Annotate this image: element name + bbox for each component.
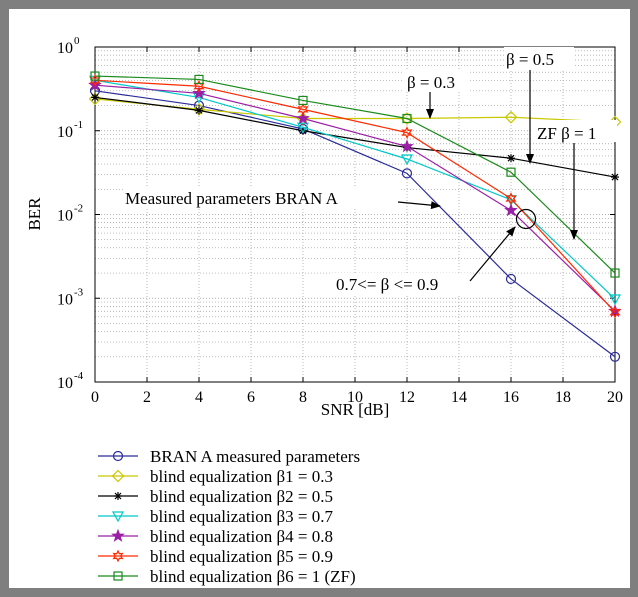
y-tick-label: 10 — [57, 40, 73, 57]
data-point-marker — [298, 95, 308, 106]
legend-item: blind equalization β6 = 1 (ZF) — [98, 567, 356, 586]
legend-label: blind equalization β6 = 1 (ZF) — [150, 567, 356, 586]
legend-label: blind equalization β1 = 0.3 — [150, 467, 333, 486]
x-tick-label: 10 — [347, 389, 363, 406]
legend-swatch-marker — [112, 450, 124, 462]
data-point-marker — [90, 71, 100, 81]
series — [88, 71, 622, 362]
series-line — [94, 90, 616, 358]
legend-label: blind equalization β4 = 0.8 — [150, 527, 333, 546]
legend-item: blind equalization β2 = 0.5 — [98, 487, 333, 506]
x-tick-label: 6 — [247, 389, 255, 406]
legend-swatch-marker — [111, 511, 125, 523]
legend-label: blind equalization β3 = 0.7 — [150, 507, 334, 526]
y-axis-label: BER — [25, 197, 44, 231]
data-point-marker — [296, 122, 310, 134]
legend-item: blind equalization β1 = 0.3 — [98, 467, 333, 486]
series-7 — [90, 71, 620, 278]
x-tick-label: 2 — [143, 389, 151, 406]
data-point-marker — [505, 192, 517, 205]
legend-item: blind equalization β4 = 0.8 — [98, 527, 333, 546]
data-point-marker — [608, 294, 622, 306]
annotation-background — [504, 47, 574, 69]
data-point-marker — [402, 113, 412, 124]
data-point-marker — [609, 351, 621, 362]
annotation-text: 0.7<= β <= 0.9 — [336, 275, 438, 294]
data-point-marker — [400, 139, 414, 153]
data-point-marker — [192, 86, 206, 100]
grid — [95, 47, 615, 382]
annotation-text: β = 0.3 — [407, 73, 455, 92]
legend-label: blind equalization β2 = 0.5 — [150, 487, 333, 506]
data-point-marker — [297, 102, 309, 116]
series-line — [94, 79, 616, 313]
x-tick-label: 14 — [451, 389, 467, 406]
annotation-arrow — [397, 201, 441, 210]
legend-item: BRAN A measured parameters — [98, 447, 360, 466]
annotation-text: ZF β = 1 — [537, 124, 596, 143]
data-point-marker — [194, 74, 204, 85]
y-tick-label: 10 — [57, 208, 73, 225]
annotation-text: Measured parameters BRAN A — [125, 189, 339, 208]
annotation-background — [404, 70, 468, 92]
x-tick-label: 0 — [91, 389, 99, 406]
y-tick-exponent: -1 — [74, 119, 83, 131]
series-4 — [88, 75, 622, 306]
data-point-marker — [401, 126, 413, 140]
annotation-text: β = 0.5 — [506, 50, 554, 69]
data-point-marker — [610, 268, 620, 278]
legend-label: BRAN A measured parameters — [150, 447, 360, 466]
x-tick-label: 16 — [503, 389, 519, 406]
y-tick-label: 10 — [57, 291, 73, 308]
series-5 — [88, 77, 622, 318]
data-point-marker — [504, 195, 518, 206]
legend-item: blind equalization β5 = 0.9 — [98, 547, 333, 566]
data-point-marker — [504, 203, 518, 217]
data-point-marker — [506, 167, 516, 177]
data-point-marker — [507, 154, 515, 163]
data-point-marker — [195, 106, 203, 115]
y-tick-exponent: 0 — [74, 35, 80, 47]
x-tick-label: 18 — [555, 389, 571, 406]
x-axis-label: SNR [dB] — [321, 400, 389, 419]
annotation-arrow — [469, 226, 516, 282]
x-tick-label: 20 — [607, 389, 623, 406]
x-tick-label: 12 — [399, 389, 415, 406]
annotation-background — [533, 120, 617, 142]
y-tick-label: 10 — [57, 124, 73, 141]
legend-swatch-marker — [111, 469, 125, 483]
legend-swatch-marker — [113, 571, 123, 581]
legend-item: blind equalization β3 = 0.7 — [98, 507, 334, 526]
y-tick-exponent: -2 — [74, 203, 83, 215]
x-tick-label: 4 — [195, 389, 203, 406]
y-tick-exponent: -4 — [74, 370, 84, 382]
y-tick-label: 10 — [57, 375, 73, 392]
annotation-background — [123, 187, 399, 209]
series-line — [94, 98, 616, 123]
legend-label: blind equalization β5 = 0.9 — [150, 547, 333, 566]
data-point-marker — [504, 110, 518, 124]
annotations: β = 0.5 β = 0.3 ZF β = 1 Measured parameter… — [123, 47, 617, 295]
data-point-marker — [609, 305, 621, 319]
legend-swatch-marker — [111, 528, 125, 542]
annotation-circle — [515, 208, 537, 230]
data-point-marker — [192, 103, 206, 116]
x-tick-label: 8 — [299, 389, 307, 406]
series-line — [94, 75, 616, 274]
series-line — [94, 84, 616, 312]
legend-swatch-marker — [112, 549, 124, 563]
legend-swatch-marker — [114, 492, 122, 500]
annotation-background — [330, 273, 472, 295]
series-line — [94, 79, 616, 300]
data-point-marker — [505, 273, 517, 285]
data-point-marker — [401, 168, 413, 179]
data-point-marker — [296, 111, 310, 125]
data-point-marker — [611, 173, 619, 182]
data-point-marker — [91, 93, 99, 102]
y-tick-exponent: -3 — [74, 286, 84, 298]
data-point-marker — [400, 154, 414, 166]
